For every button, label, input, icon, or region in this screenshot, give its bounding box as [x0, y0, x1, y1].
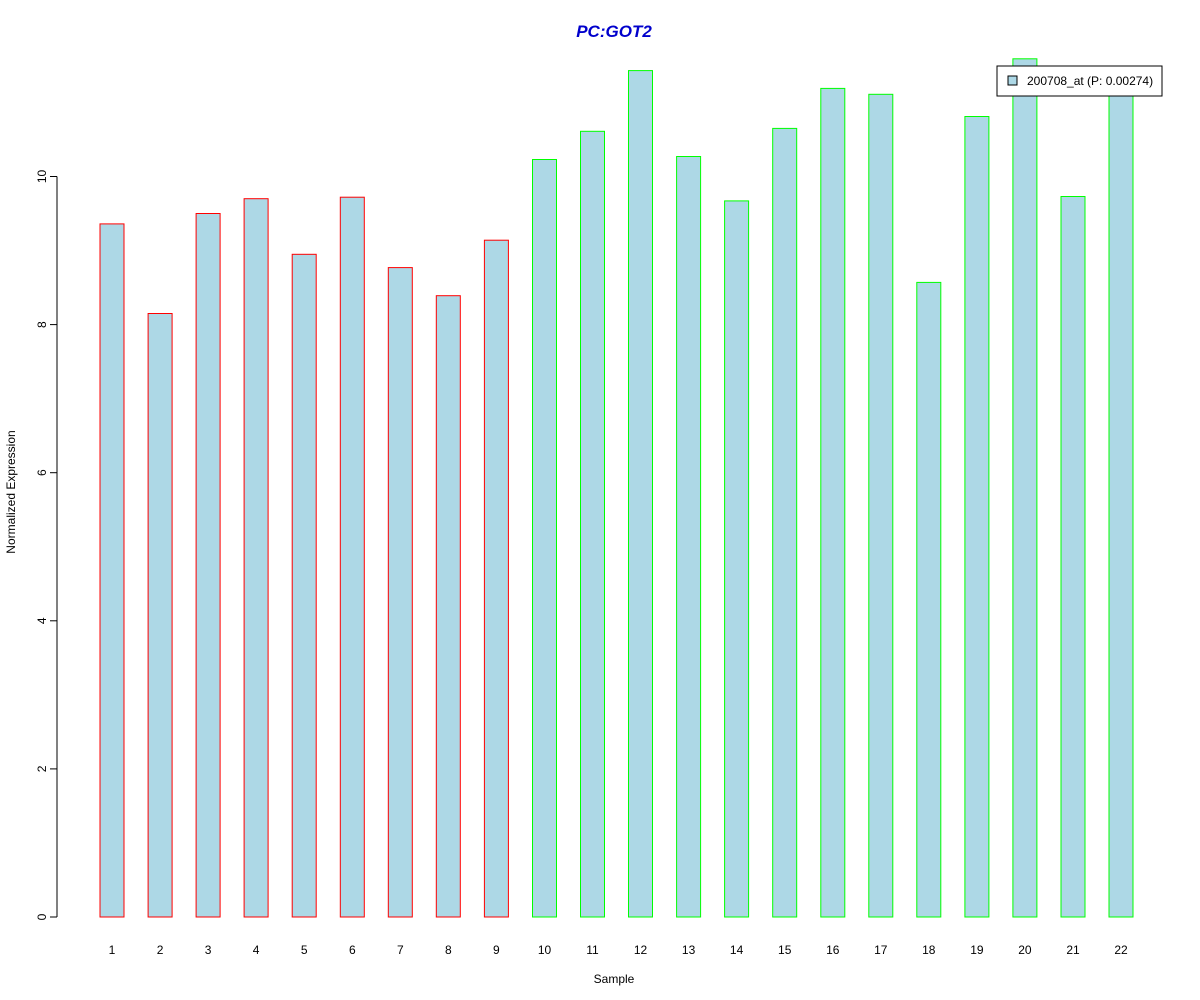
bar-sample-18: [916, 281, 942, 918]
y-axis: 0 2 4 6 8 10: [35, 170, 58, 920]
bar-sample-12: [628, 70, 653, 918]
x-tick-label: 9: [493, 943, 500, 957]
y-tick-label: 0: [35, 913, 49, 920]
bar-sample-13: [676, 156, 702, 918]
y-tick-label: 6: [35, 469, 49, 476]
bar-sample-7: [387, 267, 413, 918]
chart-title: PC:GOT2: [576, 22, 652, 41]
bar-sample-19: [964, 116, 990, 918]
x-tick-labels: 1 2 3 4 5 6 7 8 9 10 11 12 13 14 15 16 17 18 19 20 21 22: [109, 943, 1128, 957]
bar-sample-22: [1108, 79, 1134, 918]
x-tick-label: 16: [826, 943, 840, 957]
bar-sample-6: [339, 196, 365, 918]
y-tick-label: 8: [35, 321, 49, 328]
bar-sample-20: [1012, 58, 1038, 918]
bar-sample-8: [435, 295, 461, 918]
bar-sample-9: [483, 239, 509, 918]
x-tick-label: 14: [730, 943, 744, 957]
bar-sample-4: [243, 198, 269, 918]
x-tick-label: 12: [634, 943, 648, 957]
legend-swatch: [1007, 75, 1018, 86]
bar-sample-15: [772, 127, 798, 918]
x-tick-label: 21: [1066, 943, 1080, 957]
legend-box: [996, 65, 1163, 97]
x-tick-label: 2: [157, 943, 164, 957]
x-tick-label: 3: [205, 943, 212, 957]
x-tick-label: 10: [538, 943, 552, 957]
bar-sample-5: [291, 253, 317, 918]
x-tick-label: 4: [253, 943, 260, 957]
x-tick-label: 17: [874, 943, 888, 957]
bar-sample-11: [580, 130, 605, 918]
bar-sample-10: [532, 159, 557, 918]
x-tick-label: 6: [349, 943, 356, 957]
bar-sample-16: [820, 87, 846, 918]
bar-sample-14: [724, 200, 750, 918]
x-tick-label: 20: [1018, 943, 1032, 957]
bar-sample-17: [868, 93, 894, 918]
y-tick-label: 2: [35, 765, 49, 772]
bar-sample-3: [195, 213, 221, 918]
x-tick-label: 1: [109, 943, 116, 957]
x-axis-title: Sample: [594, 972, 635, 986]
bar-sample-2: [147, 313, 173, 918]
x-tick-label: 8: [445, 943, 452, 957]
y-axis-title: Normalized Expression: [4, 430, 18, 553]
x-tick-label: 18: [922, 943, 936, 957]
legend: 200708_at (P: 0.00274): [996, 65, 1163, 97]
bar-sample-1: [99, 223, 125, 918]
x-tick-label: 11: [586, 943, 599, 957]
y-tick-label: 10: [35, 170, 49, 184]
legend-label: 200708_at (P: 0.00274): [1027, 74, 1153, 88]
x-tick-label: 5: [301, 943, 308, 957]
bars-layer: [99, 58, 1134, 918]
x-tick-label: 19: [970, 943, 984, 957]
x-tick-label: 15: [778, 943, 792, 957]
y-tick-label: 4: [35, 617, 49, 624]
x-tick-label: 13: [682, 943, 696, 957]
x-tick-label: 7: [397, 943, 404, 957]
x-tick-label: 22: [1114, 943, 1128, 957]
bar-sample-21: [1060, 196, 1086, 918]
